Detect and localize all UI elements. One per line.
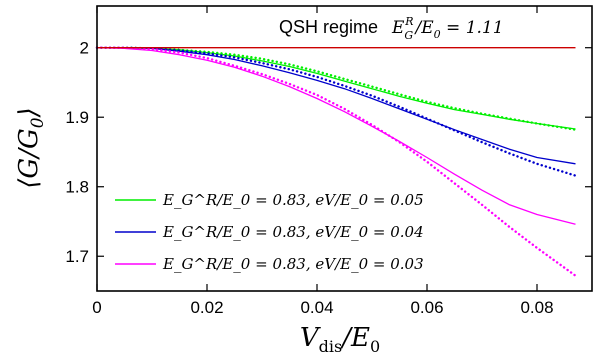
y-tick-label: 1.8 [65, 178, 89, 197]
x-tick-label: 0 [92, 298, 101, 317]
qsh-regime-label: QSH regime [279, 17, 378, 37]
series-line-4-solid [96, 47, 576, 225]
series-line-0-solid [97, 47, 576, 130]
legend-entry: E_G^R/E_0 = 0.83, eV/E_0 = 0.05 [162, 191, 424, 209]
x-tick-label: 0.02 [190, 298, 223, 317]
series-line-1-dotted [95, 46, 577, 131]
series-lines [95, 46, 577, 277]
x-axis-label: Vdis/E0 [300, 323, 380, 356]
axis-ticks: 0 0.02 0.04 0.06 0.08 1.7 1.8 1.9 2 [65, 6, 592, 317]
x-tick-label: 0.08 [520, 298, 553, 317]
x-tick-label: 0.06 [410, 298, 443, 317]
y-tick-label: 2 [80, 39, 89, 58]
legend: E_G^R/E_0 = 0.83, eV/E_0 = 0.05 E_G^R/E_0… [115, 191, 424, 273]
y-tick-label: 1.9 [65, 108, 89, 127]
y-axis-label: ⟨G/G0⟩ [14, 107, 48, 188]
series-line-3-dotted [95, 46, 577, 177]
qsh-regime-value: EGR/E0 = 1.11 [391, 15, 504, 42]
x-tick-label: 0.04 [300, 298, 333, 317]
legend-entry: E_G^R/E_0 = 0.83, eV/E_0 = 0.03 [162, 255, 424, 273]
legend-entry: E_G^R/E_0 = 0.83, eV/E_0 = 0.04 [162, 223, 424, 241]
y-tick-label: 1.7 [65, 247, 89, 266]
qsh-annotation: QSH regime EGR/E0 = 1.11 [279, 15, 504, 42]
series-line-5-dotted [95, 46, 577, 277]
plot-frame [96, 5, 593, 292]
